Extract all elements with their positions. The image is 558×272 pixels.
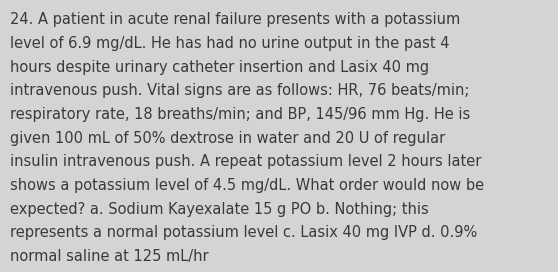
Text: level of 6.9 mg/dL. He has had no urine output in the past 4: level of 6.9 mg/dL. He has had no urine …: [10, 36, 450, 51]
Text: shows a potassium level of 4.5 mg/dL. What order would now be: shows a potassium level of 4.5 mg/dL. Wh…: [10, 178, 484, 193]
Text: normal saline at 125 mL/hr: normal saline at 125 mL/hr: [10, 249, 209, 264]
Text: intravenous push. Vital signs are as follows: HR, 76 beats/min;: intravenous push. Vital signs are as fol…: [10, 83, 469, 98]
Text: expected? a. Sodium Kayexalate 15 g PO b. Nothing; this: expected? a. Sodium Kayexalate 15 g PO b…: [10, 202, 429, 217]
Text: respiratory rate, 18 breaths/min; and BP, 145/96 mm Hg. He is: respiratory rate, 18 breaths/min; and BP…: [10, 107, 470, 122]
Text: hours despite urinary catheter insertion and Lasix 40 mg: hours despite urinary catheter insertion…: [10, 60, 429, 75]
Text: given 100 mL of 50% dextrose in water and 20 U of regular: given 100 mL of 50% dextrose in water an…: [10, 131, 445, 146]
Text: insulin intravenous push. A repeat potassium level 2 hours later: insulin intravenous push. A repeat potas…: [10, 154, 482, 169]
Text: represents a normal potassium level c. Lasix 40 mg IVP d. 0.9%: represents a normal potassium level c. L…: [10, 225, 477, 240]
Text: 24. A patient in acute renal failure presents with a potassium: 24. A patient in acute renal failure pre…: [10, 12, 460, 27]
